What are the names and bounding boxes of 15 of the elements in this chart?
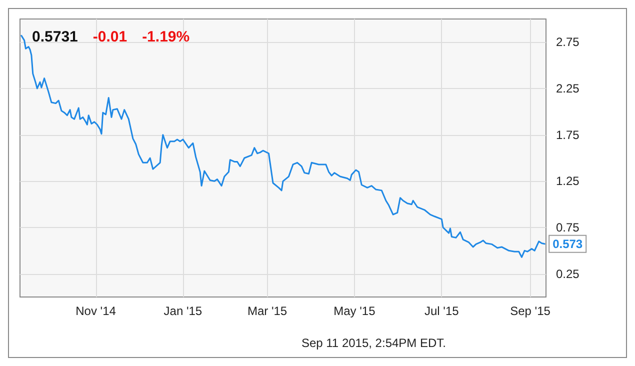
x-tick-label: Nov '14: [76, 304, 116, 318]
y-tick-label: 2.25: [556, 82, 580, 96]
y-tick-label: 1.25: [556, 174, 580, 188]
data-label: 0.573: [552, 236, 583, 251]
y-tick-label: 0.75: [556, 220, 580, 234]
text: 0.5731 -0.01 -1.19%: [32, 28, 190, 46]
y-tick-label: 2.75: [556, 35, 580, 50]
text: Sep 11 2015, 2:54PM EDT.: [301, 336, 446, 350]
x-tick-label: Jul '15: [424, 304, 460, 318]
x-tick-label: Mar '15: [247, 304, 288, 318]
y-tick-label: 1.75: [556, 128, 580, 142]
x-tick-label: Sep '15: [510, 304, 551, 318]
x-tick-label: May '15: [334, 304, 376, 318]
y-tick-label: 0.25: [556, 266, 580, 281]
x-tick-label: Jan '15: [164, 304, 202, 318]
